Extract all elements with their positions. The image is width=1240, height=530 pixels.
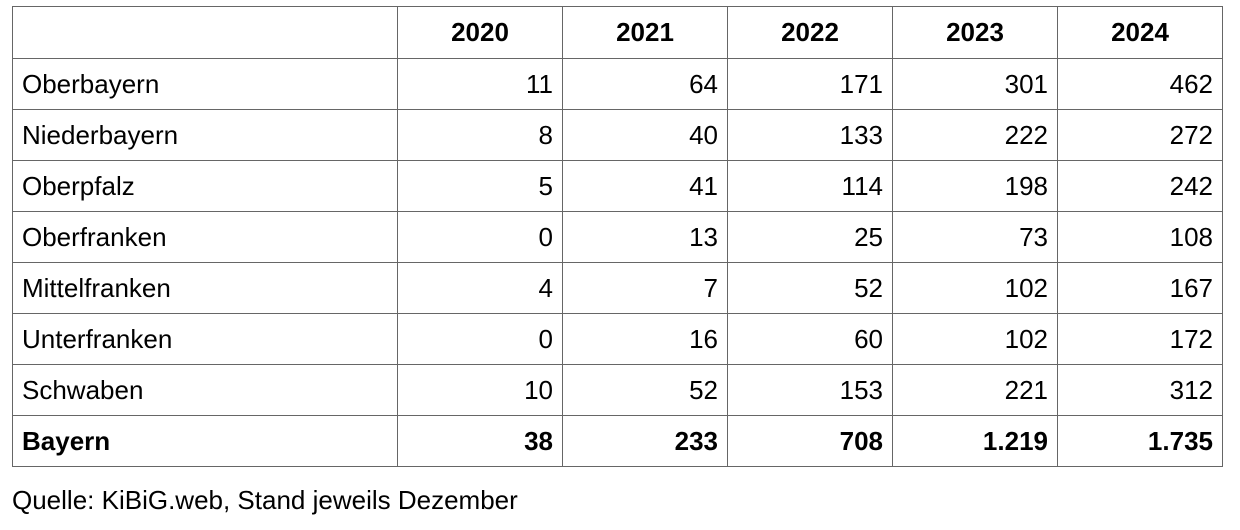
table-cell: 5 [397,160,563,212]
corner-cell [12,6,398,59]
table-cell: 41 [562,160,728,212]
table-cell: 52 [727,262,893,314]
table-cell: 7 [562,262,728,314]
table-cell: 64 [562,58,728,110]
table-cell: 0 [397,313,563,365]
table-cell: 242 [1057,160,1223,212]
table-cell: 4 [397,262,563,314]
data-table: 2020 2021 2022 2023 2024 Oberbayern 11 64 171 30… [12,6,1223,467]
table-cell: 0 [397,211,563,263]
table-cell: 60 [727,313,893,365]
table-cell: 40 [562,109,728,161]
table-row: Schwaben 10 52 153 221 312 [12,364,1223,416]
table-cell: 11 [397,58,563,110]
column-header: 2020 [397,6,563,59]
table-row: Oberfranken 0 13 25 73 108 [12,211,1223,263]
table-cell: 171 [727,58,893,110]
table-cell: 16 [562,313,728,365]
row-label: Niederbayern [12,109,398,161]
table-cell: 272 [1057,109,1223,161]
table-cell: 38 [397,415,563,467]
column-header: 2024 [1057,6,1223,59]
table-cell: 462 [1057,58,1223,110]
table-cell: 1.219 [892,415,1058,467]
row-label: Oberfranken [12,211,398,263]
table-row: Bayern 38 233 708 1.219 1.735 [12,415,1223,467]
row-label: Bayern [12,415,398,467]
table-cell: 312 [1057,364,1223,416]
table-row: Oberbayern 11 64 171 301 462 [12,58,1223,110]
table-cell: 10 [397,364,563,416]
header-row: 2020 2021 2022 2023 2024 [12,6,1223,59]
table-cell: 133 [727,109,893,161]
table-cell: 102 [892,313,1058,365]
source-note: Quelle: KiBiG.web, Stand jeweils Dezembe… [12,485,518,515]
table-cell: 153 [727,364,893,416]
table-cell: 114 [727,160,893,212]
table-cell: 708 [727,415,893,467]
table-cell: 8 [397,109,563,161]
table-cell: 233 [562,415,728,467]
column-header: 2022 [727,6,893,59]
table-cell: 73 [892,211,1058,263]
row-label: Mittelfranken [12,262,398,314]
row-label: Unterfranken [12,313,398,365]
table-row: Oberpfalz 5 41 114 198 242 [12,160,1223,212]
table-cell: 13 [562,211,728,263]
row-label: Oberbayern [12,58,398,110]
table-cell: 221 [892,364,1058,416]
column-header: 2023 [892,6,1058,59]
table-row: Niederbayern 8 40 133 222 272 [12,109,1223,161]
column-header: 2021 [562,6,728,59]
table-cell: 108 [1057,211,1223,263]
table-cell: 222 [892,109,1058,161]
table-cell: 102 [892,262,1058,314]
row-label: Oberpfalz [12,160,398,212]
table-cell: 1.735 [1057,415,1223,467]
table-cell: 198 [892,160,1058,212]
table-row: Unterfranken 0 16 60 102 172 [12,313,1223,365]
table-cell: 167 [1057,262,1223,314]
table-cell: 301 [892,58,1058,110]
table-row: Mittelfranken 4 7 52 102 167 [12,262,1223,314]
row-label: Schwaben [12,364,398,416]
table-cell: 52 [562,364,728,416]
table-cell: 25 [727,211,893,263]
table-cell: 172 [1057,313,1223,365]
